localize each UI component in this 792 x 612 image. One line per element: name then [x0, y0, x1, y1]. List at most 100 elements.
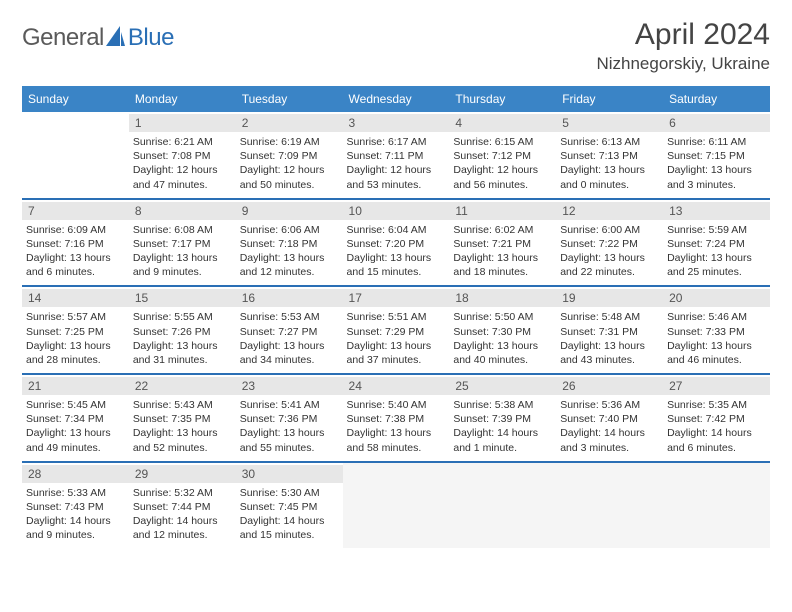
day-number: 20 [663, 289, 770, 307]
calendar-page: General Blue April 2024 Nizhnegorskiy, U… [0, 0, 792, 566]
day-number: 9 [236, 202, 343, 220]
day-info: Sunrise: 5:38 AMSunset: 7:39 PMDaylight:… [453, 398, 552, 455]
month-title: April 2024 [596, 18, 770, 52]
day-info: Sunrise: 5:33 AMSunset: 7:43 PMDaylight:… [26, 486, 125, 543]
day-info: Sunrise: 5:57 AMSunset: 7:25 PMDaylight:… [26, 310, 125, 367]
calendar-body: 1Sunrise: 6:21 AMSunset: 7:08 PMDaylight… [22, 112, 770, 548]
day-info: Sunrise: 5:32 AMSunset: 7:44 PMDaylight:… [133, 486, 232, 543]
calendar-cell: 15 Sunrise: 5:55 AMSunset: 7:26 PMDayligh… [129, 287, 236, 374]
day-info: Sunrise: 6:02 AMSunset: 7:21 PMDaylight:… [453, 223, 552, 280]
weekday-header: Friday [556, 86, 663, 112]
day-info: Sunrise: 5:43 AMSunset: 7:35 PMDaylight:… [133, 398, 232, 455]
calendar-cell: 16 Sunrise: 5:53 AMSunset: 7:27 PMDayligh… [236, 287, 343, 374]
day-info: Sunrise: 5:35 AMSunset: 7:42 PMDaylight:… [667, 398, 766, 455]
calendar-cell: 13 Sunrise: 5:59 AMSunset: 7:24 PMDayligh… [663, 200, 770, 287]
day-number: 5 [556, 114, 663, 132]
calendar-cell: 12 Sunrise: 6:00 AMSunset: 7:22 PMDayligh… [556, 200, 663, 287]
day-info: Sunrise: 5:55 AMSunset: 7:26 PMDaylight:… [133, 310, 232, 367]
weekday-header: Monday [129, 86, 236, 112]
calendar-cell: 7Sunrise: 6:09 AMSunset: 7:16 PMDaylight… [22, 200, 129, 287]
calendar-cell: 1Sunrise: 6:21 AMSunset: 7:08 PMDaylight… [129, 112, 236, 199]
logo-text-blue: Blue [128, 24, 174, 52]
calendar-cell: 9 Sunrise: 6:06 AMSunset: 7:18 PMDaylight… [236, 200, 343, 287]
day-info: Sunrise: 5:30 AMSunset: 7:45 PMDaylight:… [240, 486, 339, 543]
day-number: 19 [556, 289, 663, 307]
calendar-week: 14Sunrise: 5:57 AMSunset: 7:25 PMDayligh… [22, 287, 770, 374]
calendar-cell: 8 Sunrise: 6:08 AMSunset: 7:17 PMDaylight… [129, 200, 236, 287]
day-info: Sunrise: 6:08 AMSunset: 7:17 PMDaylight:… [133, 223, 232, 280]
day-number: 8 [129, 202, 236, 220]
day-info: Sunrise: 6:06 AMSunset: 7:18 PMDaylight:… [240, 223, 339, 280]
day-number: 28 [22, 465, 129, 483]
day-number: 15 [129, 289, 236, 307]
day-info: Sunrise: 5:48 AMSunset: 7:31 PMDaylight:… [560, 310, 659, 367]
calendar-week: 7Sunrise: 6:09 AMSunset: 7:16 PMDaylight… [22, 200, 770, 287]
calendar-week: 28 Sunrise: 5:33 AMSunset: 7:43 PMDayligh… [22, 463, 770, 549]
calendar-cell: 24 Sunrise: 5:40 AMSunset: 7:38 PMDayligh… [343, 375, 450, 462]
day-number: 4 [449, 114, 556, 132]
title-block: April 2024 Nizhnegorskiy, Ukraine [596, 18, 770, 74]
calendar-cell: 10 Sunrise: 6:04 AMSunset: 7:20 PMDayligh… [343, 200, 450, 287]
calendar-cell: 11 Sunrise: 6:02 AMSunset: 7:21 PMDayligh… [449, 200, 556, 287]
calendar-cell: 26 Sunrise: 5:36 AMSunset: 7:40 PMDayligh… [556, 375, 663, 462]
day-info: Sunrise: 6:00 AMSunset: 7:22 PMDaylight:… [560, 223, 659, 280]
day-number: 21 [22, 377, 129, 395]
day-number: 13 [663, 202, 770, 220]
calendar-cell: 20Sunrise: 5:46 AMSunset: 7:33 PMDayligh… [663, 287, 770, 374]
weekday-header: Tuesday [236, 86, 343, 112]
calendar-cell [343, 463, 450, 549]
calendar-cell: 4Sunrise: 6:15 AMSunset: 7:12 PMDaylight… [449, 112, 556, 199]
calendar-cell: 21 Sunrise: 5:45 AMSunset: 7:34 PMDayligh… [22, 375, 129, 462]
day-info: Sunrise: 6:21 AMSunset: 7:08 PMDaylight:… [133, 135, 232, 192]
day-info: Sunrise: 5:41 AMSunset: 7:36 PMDaylight:… [240, 398, 339, 455]
day-number: 3 [343, 114, 450, 132]
day-number: 2 [236, 114, 343, 132]
calendar-cell: 6Sunrise: 6:11 AMSunset: 7:15 PMDaylight… [663, 112, 770, 199]
calendar-cell: 19 Sunrise: 5:48 AMSunset: 7:31 PMDayligh… [556, 287, 663, 374]
day-info: Sunrise: 5:36 AMSunset: 7:40 PMDaylight:… [560, 398, 659, 455]
day-info: Sunrise: 6:19 AMSunset: 7:09 PMDaylight:… [240, 135, 339, 192]
day-number: 30 [236, 465, 343, 483]
day-number: 18 [449, 289, 556, 307]
logo-sail-icon [106, 26, 126, 51]
day-info: Sunrise: 6:04 AMSunset: 7:20 PMDaylight:… [347, 223, 446, 280]
day-number: 25 [449, 377, 556, 395]
calendar-week: 21 Sunrise: 5:45 AMSunset: 7:34 PMDayligh… [22, 375, 770, 462]
calendar-week: 1Sunrise: 6:21 AMSunset: 7:08 PMDaylight… [22, 112, 770, 199]
calendar-cell: 27 Sunrise: 5:35 AMSunset: 7:42 PMDayligh… [663, 375, 770, 462]
day-number: 22 [129, 377, 236, 395]
weekday-header: Wednesday [343, 86, 450, 112]
day-number: 29 [129, 465, 236, 483]
day-number: 27 [663, 377, 770, 395]
calendar-cell: 25 Sunrise: 5:38 AMSunset: 7:39 PMDayligh… [449, 375, 556, 462]
calendar-cell: 18 Sunrise: 5:50 AMSunset: 7:30 PMDayligh… [449, 287, 556, 374]
day-info: Sunrise: 5:40 AMSunset: 7:38 PMDaylight:… [347, 398, 446, 455]
day-info: Sunrise: 6:11 AMSunset: 7:15 PMDaylight:… [667, 135, 766, 192]
day-number: 10 [343, 202, 450, 220]
day-number: 12 [556, 202, 663, 220]
day-number: 11 [449, 202, 556, 220]
calendar-head: SundayMondayTuesdayWednesdayThursdayFrid… [22, 86, 770, 112]
logo: General Blue [22, 24, 174, 52]
day-info: Sunrise: 6:17 AMSunset: 7:11 PMDaylight:… [347, 135, 446, 192]
calendar-cell: 2 Sunrise: 6:19 AMSunset: 7:09 PMDaylight… [236, 112, 343, 199]
day-number: 16 [236, 289, 343, 307]
calendar-cell: 3 Sunrise: 6:17 AMSunset: 7:11 PMDaylight… [343, 112, 450, 199]
weekday-header: Sunday [22, 86, 129, 112]
day-info: Sunrise: 5:51 AMSunset: 7:29 PMDaylight:… [347, 310, 446, 367]
day-number: 26 [556, 377, 663, 395]
location-title: Nizhnegorskiy, Ukraine [596, 54, 770, 74]
calendar-cell: 5Sunrise: 6:13 AMSunset: 7:13 PMDaylight… [556, 112, 663, 199]
day-number: 24 [343, 377, 450, 395]
day-info: Sunrise: 5:50 AMSunset: 7:30 PMDaylight:… [453, 310, 552, 367]
day-info: Sunrise: 5:45 AMSunset: 7:34 PMDaylight:… [26, 398, 125, 455]
calendar-cell: 29 Sunrise: 5:32 AMSunset: 7:44 PMDayligh… [129, 463, 236, 549]
weekday-header: Saturday [663, 86, 770, 112]
day-info: Sunrise: 5:53 AMSunset: 7:27 PMDaylight:… [240, 310, 339, 367]
day-number: 17 [343, 289, 450, 307]
header: General Blue April 2024 Nizhnegorskiy, U… [22, 18, 770, 74]
calendar-cell: 22 Sunrise: 5:43 AMSunset: 7:35 PMDayligh… [129, 375, 236, 462]
calendar-cell: 28 Sunrise: 5:33 AMSunset: 7:43 PMDayligh… [22, 463, 129, 549]
day-info: Sunrise: 5:59 AMSunset: 7:24 PMDaylight:… [667, 223, 766, 280]
day-number: 7 [22, 202, 129, 220]
